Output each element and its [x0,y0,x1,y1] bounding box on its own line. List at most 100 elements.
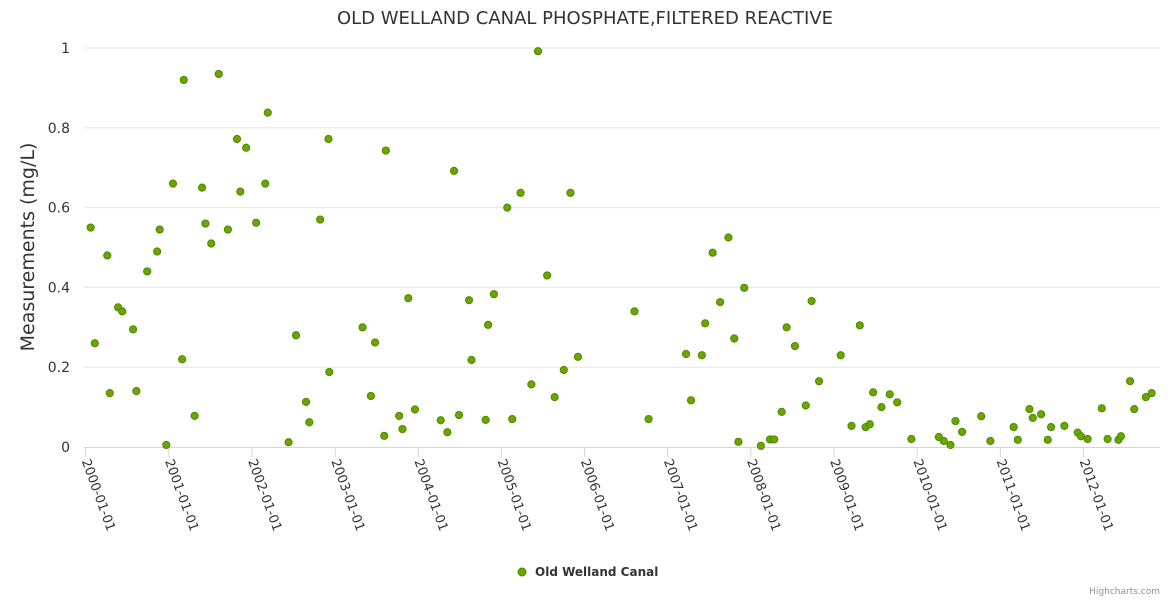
data-point[interactable] [1125,377,1135,386]
data-point[interactable] [559,365,568,375]
data-point[interactable] [252,218,261,227]
data-point[interactable] [730,334,739,343]
data-point[interactable] [877,403,886,412]
data-point[interactable] [836,351,845,360]
data-point[interactable] [358,323,367,332]
data-point[interactable] [907,434,916,444]
data-point[interactable] [946,440,955,450]
data-point[interactable] [508,414,517,424]
data-point[interactable] [801,401,810,410]
data-point[interactable] [527,380,536,389]
data-point[interactable] [481,415,490,424]
data-point[interactable] [847,421,856,430]
data-point[interactable] [291,331,301,340]
data-point[interactable] [681,349,691,359]
data-point[interactable] [1097,404,1106,413]
data-point[interactable] [305,418,314,427]
data-point[interactable] [261,179,270,188]
data-point[interactable] [865,420,874,429]
data-point[interactable] [404,294,413,303]
data-point[interactable] [178,355,187,364]
data-point[interactable] [325,367,334,377]
data-point[interactable] [1028,413,1037,422]
data-point[interactable] [132,387,141,396]
data-point[interactable] [1076,432,1086,441]
data-point[interactable] [201,219,210,228]
data-point[interactable] [740,283,749,292]
data-point[interactable] [467,355,476,365]
data-point[interactable] [1025,404,1034,414]
data-point[interactable] [893,398,902,407]
data-point[interactable] [214,69,223,79]
data-point[interactable] [301,397,311,407]
data-point[interactable] [162,440,171,450]
data-point[interactable] [105,389,114,398]
data-point[interactable] [885,390,894,399]
data-point[interactable] [1043,435,1052,444]
data-point[interactable] [1009,422,1018,432]
data-point[interactable] [454,410,464,420]
data-point[interactable] [398,424,407,434]
data-point[interactable] [370,338,380,347]
data-point[interactable] [566,188,575,197]
data-point[interactable] [734,437,743,446]
data-point[interactable] [236,187,245,196]
data-point[interactable] [464,296,474,305]
data-point[interactable] [790,341,800,351]
data-point[interactable] [1130,404,1139,414]
data-point[interactable] [516,188,525,197]
data-point[interactable] [410,405,420,414]
data-point[interactable] [489,290,499,299]
data-point[interactable] [207,239,216,248]
data-point[interactable] [1141,393,1150,402]
data-point[interactable] [484,320,493,330]
data-point[interactable] [90,339,99,348]
data-point[interactable] [103,251,112,260]
data-point[interactable] [366,391,375,401]
data-point[interactable] [686,396,696,405]
data-point[interactable] [143,267,152,276]
data-point[interactable] [1013,435,1022,444]
data-point[interactable] [190,411,199,420]
data-point[interactable] [1116,432,1126,441]
data-point[interactable] [436,416,445,425]
data-point[interactable] [118,307,127,316]
data-point[interactable] [756,441,765,450]
data-point[interactable] [381,146,390,155]
data-point[interactable] [263,108,272,117]
data-point[interactable] [716,298,725,307]
data-point[interactable] [807,296,816,306]
data-point[interactable] [168,179,178,188]
data-point[interactable] [957,427,967,436]
data-point[interactable] [380,431,389,440]
data-point[interactable] [630,307,639,316]
data-point[interactable] [644,414,653,424]
data-point[interactable] [86,223,95,232]
data-point[interactable] [503,203,512,212]
data-point[interactable] [242,143,251,152]
legend[interactable]: Old Welland Canal [517,565,658,579]
data-point[interactable] [179,75,188,85]
data-point[interactable] [284,438,293,447]
data-point[interactable] [324,134,333,144]
data-point[interactable] [697,351,706,360]
data-point[interactable] [855,321,864,330]
data-point[interactable] [533,47,543,56]
data-point[interactable] [701,319,710,328]
data-point[interactable] [155,225,164,234]
data-point[interactable] [543,271,552,280]
data-point[interactable] [1036,410,1046,419]
data-point[interactable] [777,407,786,416]
data-point[interactable] [197,183,207,192]
data-point[interactable] [814,377,824,386]
legend-item-old-welland-canal[interactable]: Old Welland Canal [535,565,658,579]
data-point[interactable] [986,436,995,446]
data-point[interactable] [223,225,232,234]
data-point[interactable] [782,323,791,332]
data-point[interactable] [1083,434,1092,444]
data-point[interactable] [449,166,459,175]
data-point[interactable] [724,233,733,242]
data-point[interactable] [550,393,559,402]
data-point[interactable] [316,215,325,224]
data-point[interactable] [232,134,242,144]
